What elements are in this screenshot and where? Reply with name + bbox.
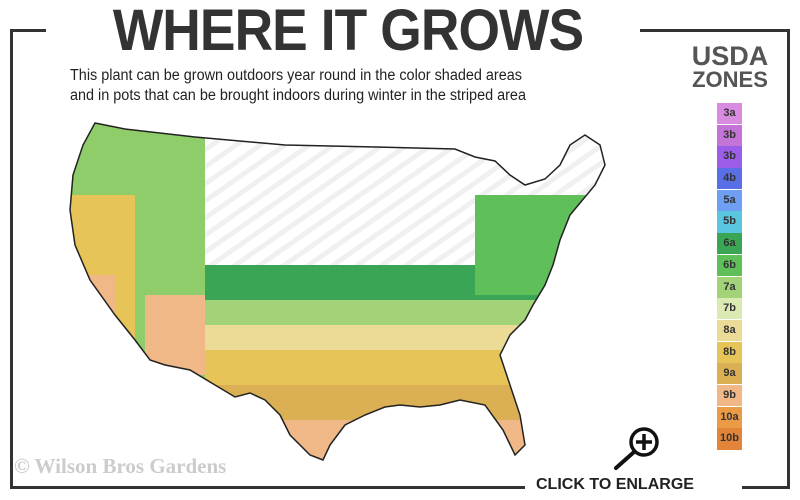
frame-right (787, 29, 790, 489)
legend-zone-4b: 4b (717, 168, 742, 190)
legend-zone-8b: 8b (717, 341, 742, 363)
legend-zone-3a: 3a (717, 103, 742, 125)
page-title: WHERE IT GROWS (112, 0, 584, 63)
legend-title-zones: ZONES (692, 67, 768, 92)
legend-zone-6b: 6b (717, 254, 742, 276)
legend-zone-9a: 9a (717, 363, 742, 385)
zone-bands (70, 123, 605, 460)
legend-zone-5b: 5b (717, 211, 742, 233)
us-outline (69, 122, 606, 461)
legend-zone-10b: 10b (717, 428, 742, 450)
legend-zone-9b: 9b (717, 384, 742, 407)
legend-zone-8a: 8a (717, 319, 742, 342)
legend-zone-3b: 3b (717, 146, 742, 168)
frame-top-right (640, 29, 790, 32)
frame-bottom-left (10, 486, 525, 489)
frame-left (10, 29, 13, 489)
legend-zone-7a: 7a (717, 276, 742, 298)
legend-zone-3b: 3b (717, 124, 742, 146)
subtitle-line-2: and in pots that can be brought indoors … (70, 87, 526, 104)
zoom-in-icon[interactable] (610, 424, 666, 472)
legend-title: USDA ZONES (680, 41, 780, 92)
legend-title-usda: USDA (691, 41, 769, 71)
copyright-watermark: © Wilson Bros Gardens (14, 454, 227, 478)
frame-top-left (10, 29, 46, 32)
subtitle: This plant can be grown outdoors year ro… (70, 66, 591, 106)
frame-bottom-right (742, 486, 790, 489)
legend-zone-10a: 10a (717, 406, 742, 428)
subtitle-line-1: This plant can be grown outdoors year ro… (70, 67, 522, 84)
zone-legend: 3a 3b 3b 4b 5a 5b 6a 6b 7a 7b 8a 8b 9a 9b 10a 10b (717, 103, 742, 450)
legend-zone-6a: 6a (717, 233, 742, 255)
us-zone-map[interactable] (55, 115, 615, 475)
legend-zone-5a: 5a (717, 189, 742, 211)
legend-zone-7b: 7b (717, 298, 742, 320)
click-to-enlarge-button[interactable]: CLICK TO ENLARGE (536, 476, 694, 493)
